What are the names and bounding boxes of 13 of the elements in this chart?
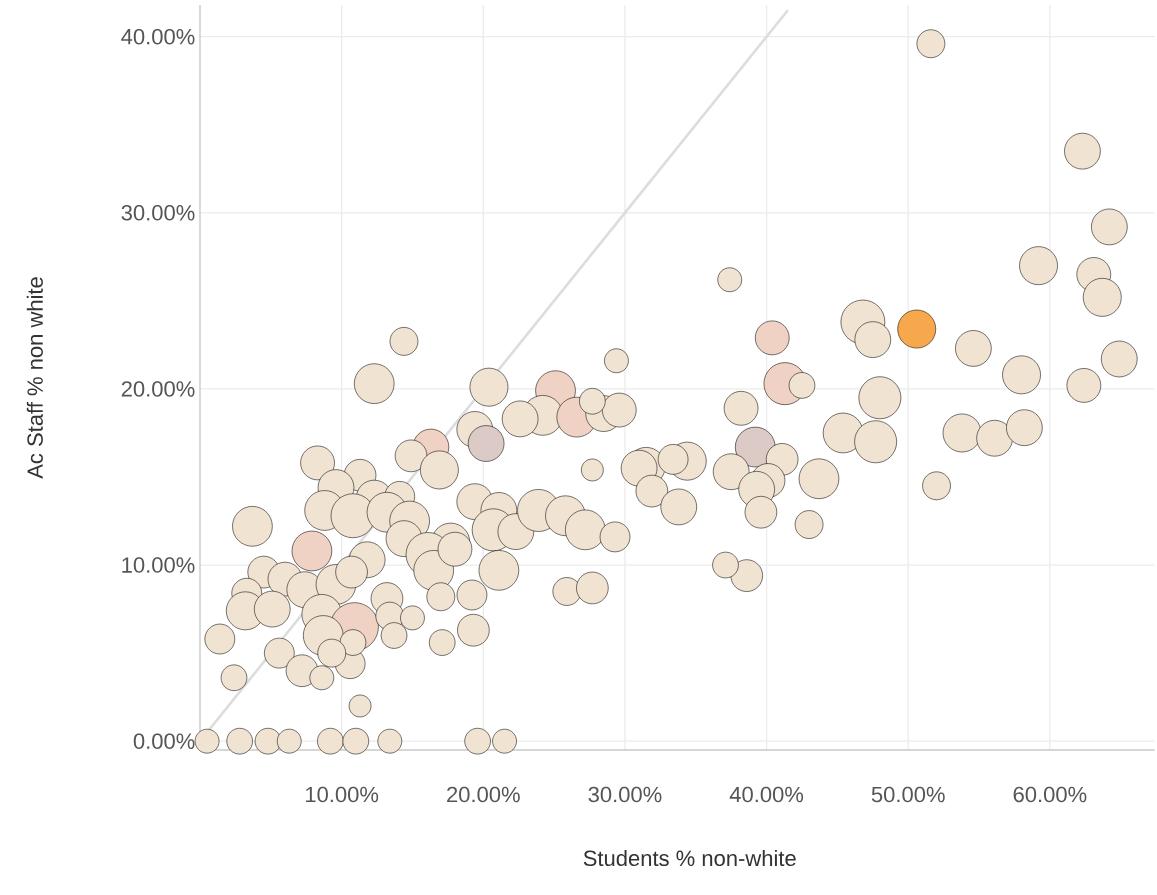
y-tick-label: 20.00%	[121, 381, 195, 397]
y-tick-label: 10.00%	[122, 557, 195, 573]
x-tick-label: 40.00%	[729, 786, 804, 803]
x-tick-label: 30.00%	[588, 786, 662, 803]
x-tick-label: 50.00%	[871, 786, 945, 803]
x-tick-label: 20.00%	[447, 786, 520, 803]
x-axis-title: Students % non-white	[583, 849, 796, 867]
y-axis-title: Ac Staff % non white	[26, 277, 43, 479]
y-tick-label: 0.00%	[133, 733, 195, 749]
y-tick-label: 40.00%	[121, 28, 195, 45]
x-tick-label: 60.00%	[1013, 786, 1087, 803]
y-tick-label: 30.00%	[121, 205, 195, 221]
x-tick-label: 10.00%	[306, 786, 379, 803]
